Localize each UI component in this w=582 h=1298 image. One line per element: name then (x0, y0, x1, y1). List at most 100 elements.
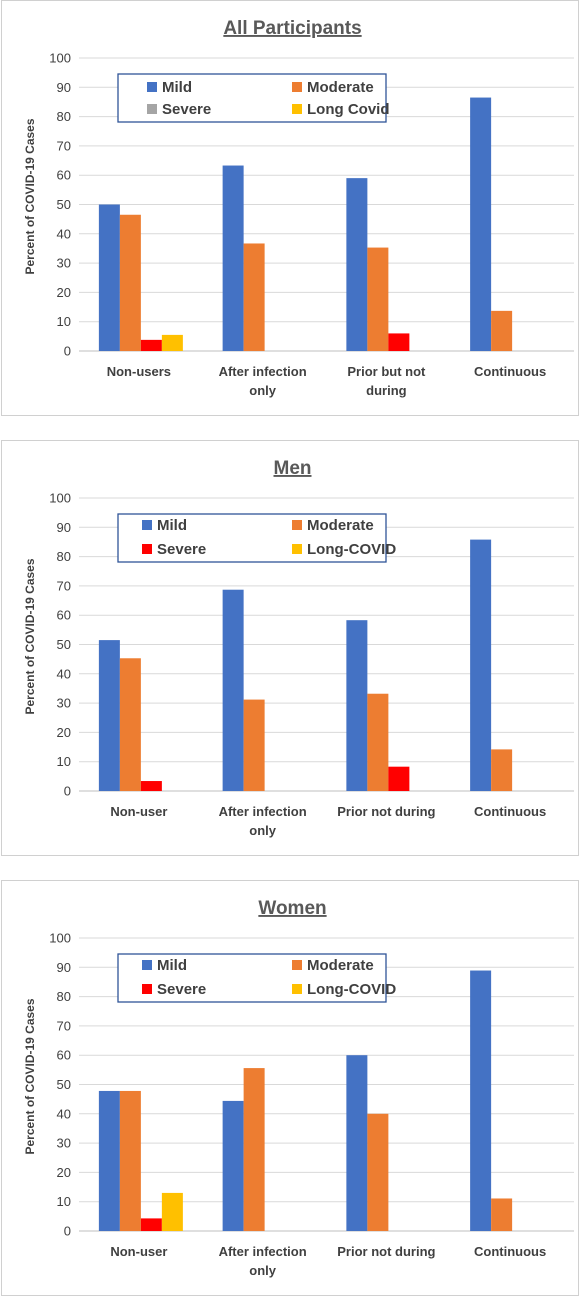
y-tick-label: 10 (57, 1194, 71, 1209)
x-tick-label: Continuous (474, 804, 546, 819)
bar-severe-non-user (140, 1218, 162, 1231)
legend-label-long-covid: Long Covid (307, 101, 390, 118)
y-tick-label: 70 (57, 578, 71, 593)
y-tick-label: 90 (57, 960, 71, 975)
legend-swatch-moderate (292, 960, 302, 970)
bar-red-series-non-users (140, 339, 162, 351)
chart-title: All Participants (223, 18, 361, 39)
legend-label-moderate: Moderate (307, 517, 374, 534)
legend-label-mild: Mild (157, 957, 187, 974)
bar-mild-after-infection-only (222, 1100, 244, 1231)
x-tick-label: Prior not during (337, 1244, 435, 1259)
legend-label-long-covid: Long-COVID (307, 541, 396, 558)
bar-severe-non-user (140, 781, 162, 791)
y-tick-label: 80 (57, 989, 71, 1004)
chart-panel-women: Women 0 10 20 30 40 50 60 70 80 90 100 Percent of CO… (1, 880, 579, 1296)
bar-moderate-non-users (119, 214, 141, 351)
y-tick-label: 60 (57, 608, 71, 623)
bar-mild-after-infection-only (222, 165, 244, 351)
bar-chart-all-participants: All Participants 0 10 20 30 40 50 60 70 80 90 100 Pe… (23, 18, 574, 398)
bar-chart-men: Men 0 10 20 30 40 50 60 70 80 90 100 Percent of COVI… (23, 458, 574, 838)
y-tick-label: 100 (49, 51, 71, 66)
bar-mild-continuous (470, 97, 492, 352)
bar-mild-non-user (98, 1090, 120, 1231)
bar-mild-non-users (98, 204, 120, 351)
y-tick-label: 30 (57, 696, 71, 711)
y-tick-label: 40 (57, 1106, 71, 1121)
legend-label-severe: Severe (157, 981, 206, 998)
legend-label-mild: Mild (157, 517, 187, 534)
y-tick-label: 10 (57, 314, 71, 329)
bar-mild-continuous (470, 539, 492, 791)
bar-red-series-prior-but-not-during (388, 333, 410, 351)
bar-severe-prior-not-during (388, 766, 410, 791)
x-tick-label: Non-user (110, 1244, 167, 1259)
bar-moderate-after-infection-only (243, 1068, 265, 1231)
bar-moderate-after-infection-only (243, 699, 265, 791)
x-tick-label: Prior not during (337, 804, 435, 819)
bar-chart-women: Women 0 10 20 30 40 50 60 70 80 90 100 Percent of CO… (23, 898, 574, 1278)
x-tick-label: After infection (219, 364, 307, 379)
legend-label-moderate: Moderate (307, 957, 374, 974)
y-axis-label: Percent of COVID-19 Cases (23, 118, 37, 274)
legend-swatch-long-covid (292, 984, 302, 994)
y-tick-label: 70 (57, 1018, 71, 1033)
y-tick-label: 0 (64, 1224, 71, 1239)
y-tick-label: 20 (57, 285, 71, 300)
y-tick-label: 100 (49, 491, 71, 506)
legend-box (117, 73, 387, 123)
legend-swatch-severe (147, 104, 157, 114)
legend-swatch-long-covid (292, 104, 302, 114)
y-tick-label: 10 (57, 754, 71, 769)
y-axis-label: Percent of COVID-19 Cases (23, 558, 37, 714)
legend-swatch-mild (142, 520, 152, 530)
y-tick-label: 80 (57, 549, 71, 564)
y-tick-label: 0 (64, 344, 71, 359)
y-tick-label: 40 (57, 226, 71, 241)
y-tick-label: 90 (57, 520, 71, 535)
x-tick-label: Non-user (110, 804, 167, 819)
bar-mild-continuous (470, 970, 492, 1231)
legend-label-long-covid: Long-COVID (307, 981, 396, 998)
y-tick-label: 80 (57, 109, 71, 124)
chart-panel-all-participants: All Participants 0 10 20 30 40 50 60 70 80 90 100 Pe… (1, 0, 579, 416)
bar-mild-prior-but-not-during (346, 178, 368, 351)
bar-mild-after-infection-only (222, 589, 244, 791)
legend-swatch-moderate (292, 520, 302, 530)
legend-swatch-long-covid (292, 544, 302, 554)
x-tick-label: Continuous (474, 1244, 546, 1259)
x-tick-label: After infection (219, 804, 307, 819)
bar-moderate-after-infection-only (243, 243, 265, 351)
y-tick-label: 70 (57, 138, 71, 153)
bar-moderate-continuous (491, 310, 513, 351)
bar-moderate-continuous (491, 749, 513, 791)
y-tick-label: 30 (57, 256, 71, 271)
chart-title: Men (274, 458, 312, 479)
y-tick-label: 20 (57, 1165, 71, 1180)
y-tick-label: 50 (57, 197, 71, 212)
bar-long-covid-non-user (161, 1192, 183, 1231)
legend-label-severe: Severe (162, 101, 211, 118)
legend-swatch-mild (142, 960, 152, 970)
bar-moderate-non-user (119, 658, 141, 791)
bar-moderate-prior-but-not-during (367, 247, 389, 351)
y-tick-label: 0 (64, 784, 71, 799)
legend-box (117, 953, 387, 1003)
x-tick-label: After infection (219, 1244, 307, 1259)
y-tick-label: 50 (57, 637, 71, 652)
legend-swatch-mild (147, 82, 157, 92)
legend-label-moderate: Moderate (307, 79, 374, 96)
legend-label-severe: Severe (157, 541, 206, 558)
chart-panel-men: Men 0 10 20 30 40 50 60 70 80 90 100 Percent of COVI… (1, 440, 579, 856)
y-tick-label: 40 (57, 666, 71, 681)
y-tick-label: 90 (57, 80, 71, 95)
bar-mild-prior-not-during (346, 620, 368, 791)
x-tick-label: Prior but not (347, 364, 426, 379)
legend-swatch-severe (142, 984, 152, 994)
x-tick-label: Continuous (474, 364, 546, 379)
bar-mild-non-user (98, 640, 120, 791)
y-tick-label: 100 (49, 931, 71, 946)
y-tick-label: 60 (57, 168, 71, 183)
x-tick-label: only (249, 383, 276, 398)
bar-moderate-prior-not-during (367, 1113, 389, 1231)
